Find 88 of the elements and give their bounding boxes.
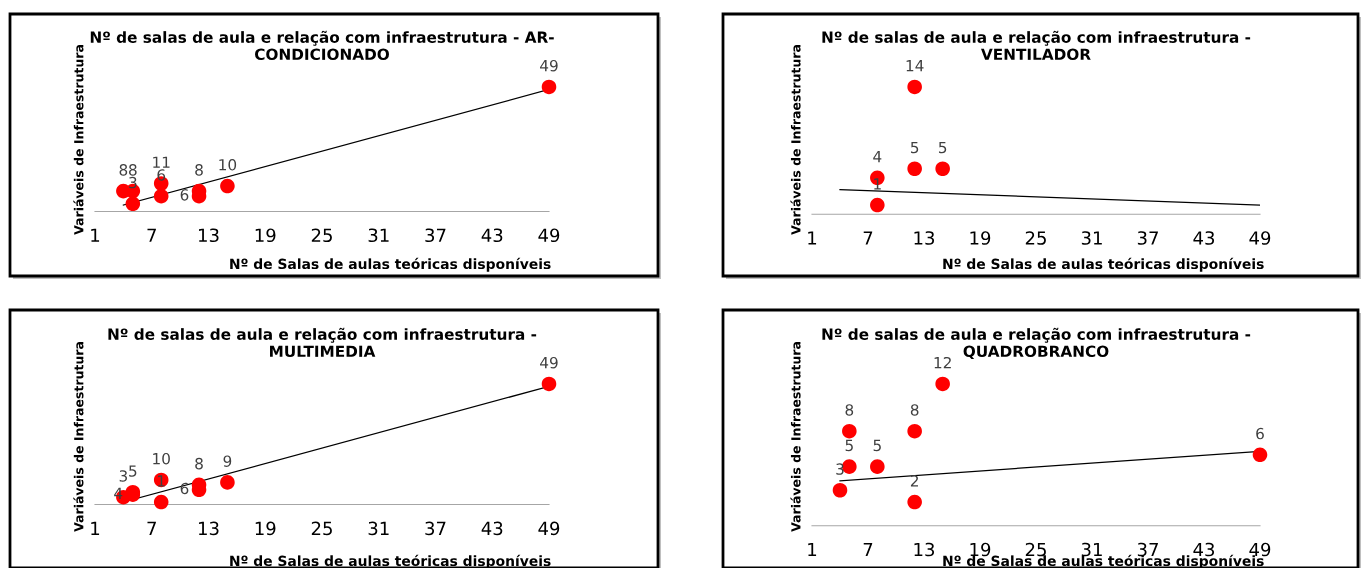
data-label: 8 — [195, 164, 203, 176]
y-axis-title: Variáveis de Infraestrutura — [73, 45, 84, 235]
x-tick-label: 13 — [914, 231, 935, 245]
x-tick-label: 43 — [481, 521, 503, 536]
data-label: 8 — [910, 404, 919, 416]
point — [842, 459, 857, 474]
data-label: 8 — [195, 457, 203, 470]
data-label: 5 — [845, 439, 853, 452]
point — [153, 494, 169, 510]
data-label: 8 — [845, 404, 854, 416]
point — [870, 197, 885, 213]
x-axis-title: Nº de Salas de aulas teóricas disponíveis — [943, 257, 1264, 272]
data-label: 5 — [129, 465, 137, 477]
point — [907, 79, 922, 95]
data-label: 9 — [223, 455, 232, 467]
x-tick-label: 13 — [199, 228, 219, 243]
point — [832, 482, 848, 498]
point — [125, 196, 141, 212]
x-tick-label: 43 — [481, 228, 503, 243]
x-tick-label: 31 — [1081, 542, 1102, 557]
x-tick-label: 13 — [199, 521, 219, 536]
x-tick-label: 31 — [368, 521, 389, 536]
y-axis-title: Variáveis de Infraestrutura — [73, 342, 84, 532]
data-label: 14 — [906, 60, 924, 72]
point — [935, 376, 950, 392]
x-tick-label: 1 — [91, 521, 100, 535]
x-tick-label: 37 — [1137, 231, 1158, 245]
chart-title: Nº de salas de aula e relação com infraestrutura - MULTIMEDIA — [108, 327, 537, 358]
x-tick-label: 19 — [970, 231, 991, 245]
x-tick-label: 49 — [538, 228, 560, 243]
x-tick-label: 25 — [311, 228, 332, 243]
data-label: 11 — [153, 156, 170, 168]
data-label: 4 — [873, 151, 882, 163]
x-tick-label: 7 — [863, 542, 873, 557]
data-label: 49 — [540, 356, 558, 369]
point — [541, 376, 557, 392]
x-tick-label: 25 — [311, 521, 332, 536]
chart-title: Nº de salas de aula e relação com infraestrutura - AR- CONDICIONADO — [90, 30, 554, 61]
data-label: 10 — [219, 159, 237, 171]
data-label: 6 — [1256, 427, 1264, 440]
data-label: 2 — [910, 475, 918, 487]
point — [220, 178, 235, 194]
x-tick-label: 49 — [538, 521, 560, 536]
x-tick-label: 7 — [147, 228, 156, 242]
data-label: 10 — [153, 452, 170, 465]
data-label: 6 — [180, 189, 189, 201]
data-label: 5 — [910, 141, 919, 154]
x-tick-label: 37 — [425, 228, 446, 243]
x-tick-label: 31 — [1081, 231, 1102, 245]
point — [907, 161, 922, 177]
x-tick-label: 19 — [255, 228, 276, 243]
data-label: 1 — [158, 475, 165, 487]
point — [541, 79, 557, 95]
data-label: 6 — [180, 482, 189, 495]
point — [907, 494, 922, 510]
chart-title: Nº de salas de aula e relação com infraestrutura - VENTILADOR — [822, 30, 1251, 61]
y-axis-title: Variáveis de Infraestrutura — [790, 45, 801, 235]
x-tick-label: 25 — [1025, 231, 1046, 245]
y-axis-title: Variáveis de Infraestrutura — [790, 342, 801, 532]
data-label: 3 — [836, 463, 844, 475]
x-tick-label: 7 — [147, 521, 156, 535]
x-tick-label: 19 — [970, 542, 991, 557]
x-tick-label: 19 — [255, 521, 276, 536]
x-tick-label: 1 — [91, 228, 100, 242]
data-label: 3 — [119, 470, 128, 482]
data-label: 5 — [873, 439, 881, 452]
x-tick-label: 7 — [863, 231, 873, 245]
x-tick-label: 49 — [1249, 231, 1271, 245]
point — [153, 188, 169, 204]
x-tick-label: 13 — [914, 542, 935, 557]
point — [870, 459, 885, 474]
point — [935, 161, 950, 177]
data-label: 8 — [119, 164, 128, 176]
x-axis-title: Nº de Salas de aulas teóricas disponíveis — [230, 554, 551, 568]
x-tick-label: 43 — [1193, 231, 1215, 245]
x-tick-label: 1 — [808, 542, 817, 557]
x-tick-label: 25 — [1025, 542, 1046, 557]
data-label: 8 — [129, 164, 137, 176]
data-label: 5 — [938, 141, 947, 154]
point — [1252, 447, 1268, 463]
point — [842, 423, 857, 439]
x-tick-label: 1 — [808, 231, 817, 245]
point — [907, 423, 922, 439]
point — [220, 475, 235, 490]
x-tick-label: 37 — [425, 521, 446, 536]
x-tick-label: 31 — [368, 228, 389, 243]
data-label: 49 — [540, 59, 558, 72]
x-axis-title: Nº de Salas de aulas teóricas disponíveis — [230, 257, 551, 272]
